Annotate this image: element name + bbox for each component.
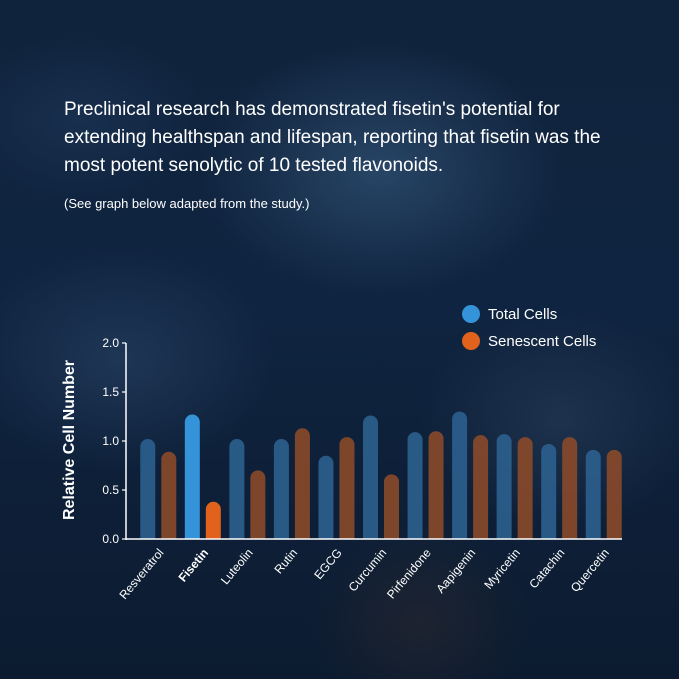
bar-senescent-egcg <box>339 437 355 539</box>
bar-total-luteolin <box>229 439 245 539</box>
bar-total-quercetin <box>585 449 601 539</box>
x-tick-label-catachin: Catachin <box>526 546 567 591</box>
legend-item-total: Total Cells <box>462 302 596 326</box>
legend-label-total: Total Cells <box>488 305 558 323</box>
x-tick-label-luteolin: Luteolin <box>218 546 256 587</box>
bar-senescent-resveratrol <box>161 451 177 539</box>
x-tick-label-curcumin: Curcumin <box>346 546 390 594</box>
legend-swatch-senescent <box>462 332 480 350</box>
legend-swatch-total <box>462 305 480 323</box>
y-tick-label: 2.0 <box>102 336 119 350</box>
legend-item-senescent: Senescent Cells <box>462 329 596 353</box>
bar-senescent-quercetin <box>606 449 622 539</box>
bar-total-curcumin <box>363 415 378 539</box>
x-tick-label-pirfenidone: Pirfenidone <box>384 546 434 602</box>
bar-senescent-luteolin <box>250 470 266 539</box>
bar-total-resveratrol <box>140 439 156 539</box>
bar-total-aapigenin <box>452 411 468 539</box>
x-tick-label-myricetin: Myricetin <box>481 546 523 592</box>
legend-label-senescent: Senescent Cells <box>488 332 597 350</box>
x-tick-label-resveratrol: Resveratrol <box>116 546 166 602</box>
y-tick-label: 1.0 <box>102 434 119 448</box>
bar-senescent-myricetin <box>517 437 533 539</box>
bar-total-catachin <box>541 443 557 539</box>
bar-senescent-catachin <box>562 437 578 539</box>
x-tick-label-egcg: EGCG <box>311 546 344 582</box>
y-tick-label: 1.5 <box>102 385 119 399</box>
y-axis-label: Relative Cell Number <box>61 360 78 520</box>
intro-text: Preclinical research has demonstrated fi… <box>64 99 601 176</box>
chart-legend: Total Cells Senescent Cells <box>462 302 596 356</box>
intro-note: (See graph below adapted from the study.… <box>64 196 310 211</box>
bar-total-egcg <box>318 455 334 539</box>
x-tick-label-fisetin: Fisetin <box>176 546 212 585</box>
bar-total-rutin <box>273 439 289 539</box>
x-tick-label-aapigenin: Aapigenin <box>433 546 478 596</box>
bar-senescent-rutin <box>294 428 310 539</box>
bar-senescent-curcumin <box>384 474 399 539</box>
bar-senescent-aapigenin <box>473 435 489 539</box>
bar-senescent-pirfenidone <box>428 431 444 539</box>
y-tick-label: 0.5 <box>102 483 119 497</box>
bar-total-myricetin <box>496 434 512 539</box>
y-tick-label: 0.0 <box>102 532 119 546</box>
x-tick-label-quercetin: Quercetin <box>568 546 612 595</box>
bar-total-pirfenidone <box>407 432 423 539</box>
bar-total-fisetin <box>184 414 200 539</box>
x-tick-label-rutin: Rutin <box>271 546 300 576</box>
bar-senescent-fisetin <box>205 501 221 539</box>
